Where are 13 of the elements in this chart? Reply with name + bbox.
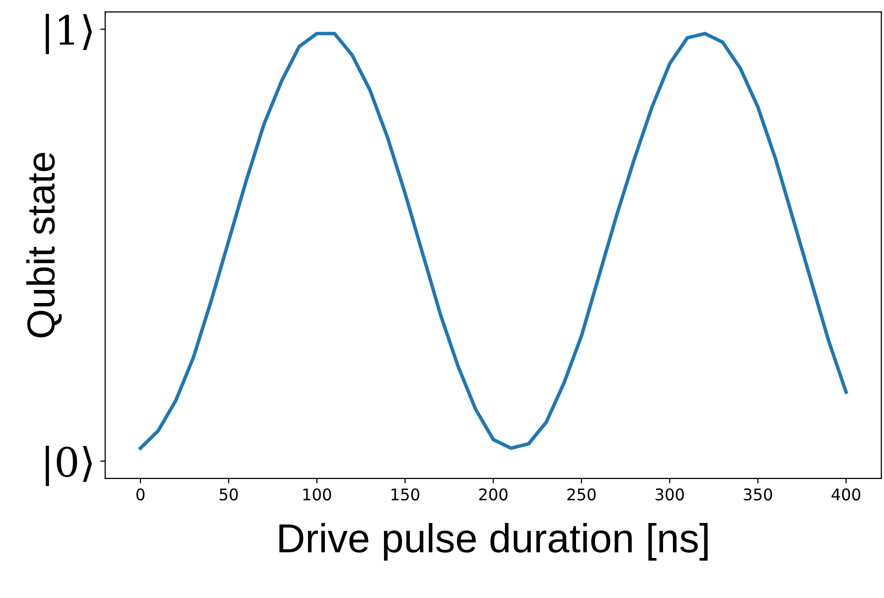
x-axis-title: Drive pulse duration [ns] xyxy=(279,523,708,561)
x-tick-label: 300 xyxy=(656,488,684,500)
x-tick-label: 0 xyxy=(136,488,144,500)
y-axis-title: Qubit state xyxy=(26,152,62,338)
y-tick-label: |0⟩ xyxy=(46,446,92,486)
x-tick-label: 100 xyxy=(303,488,332,500)
x-tick-label: 150 xyxy=(392,488,420,500)
y-tick-label: |1⟩ xyxy=(46,14,92,54)
x-tick-label: 400 xyxy=(832,488,860,500)
x-tick-label: 50 xyxy=(220,488,238,500)
x-tick-label: 350 xyxy=(744,488,772,500)
x-tick-label: 250 xyxy=(567,488,596,500)
x-tick-label: 200 xyxy=(479,488,508,500)
